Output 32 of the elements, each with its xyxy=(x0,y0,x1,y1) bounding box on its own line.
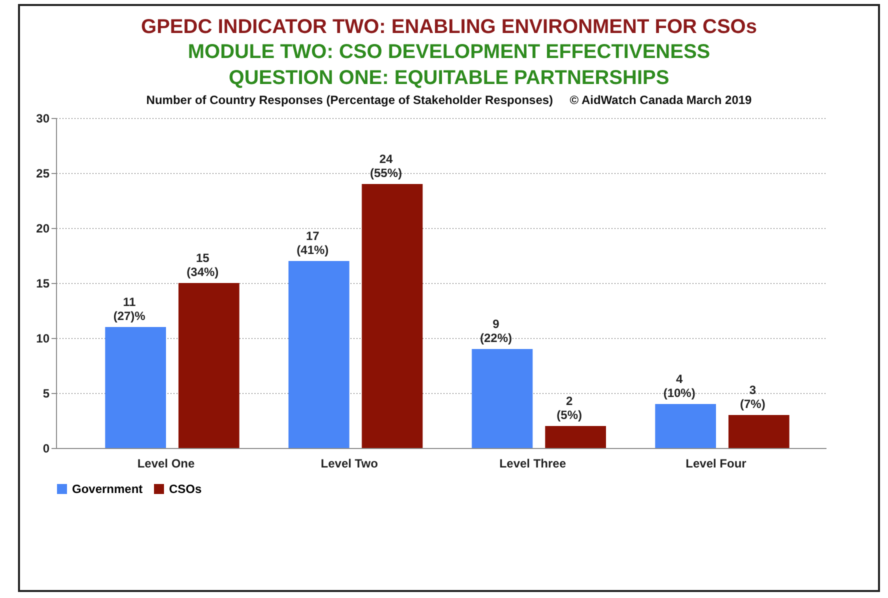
data-label: 9 (22%) xyxy=(480,317,512,345)
y-tick-label: 0 xyxy=(42,442,50,456)
data-label: 2 (5%) xyxy=(556,394,582,422)
data-label: 17 (41%) xyxy=(296,229,329,257)
data-label: 4 (10%) xyxy=(663,372,696,400)
chart-subtitle: MODULE TWO: CSO DEVELOPMENT EFFECTIVENESS QUESTION ONE: EQUITABLE PARTNERSHIPS xyxy=(186,40,712,91)
y-tick-label: 5 xyxy=(42,386,50,400)
y-tick-label: 25 xyxy=(36,166,50,180)
data-label: 24 (55%) xyxy=(370,152,402,180)
x-tick-label: Level One xyxy=(137,456,196,470)
bar xyxy=(545,426,606,448)
data-label: 11 (27)% xyxy=(113,295,146,323)
y-tick-label: 30 xyxy=(36,112,50,126)
bar xyxy=(288,261,350,448)
data-label: 15 (34%) xyxy=(186,251,219,279)
x-tick-label: Level Four xyxy=(686,456,747,470)
bar xyxy=(178,283,240,448)
bar xyxy=(105,327,166,448)
y-tick-label: 20 xyxy=(36,222,50,236)
bar xyxy=(728,415,790,448)
y-tick-label: 10 xyxy=(36,332,50,346)
legend-label: CSOs xyxy=(169,482,202,496)
bar xyxy=(362,184,423,448)
x-tick-label: Level Two xyxy=(320,456,378,470)
legend-label: Government xyxy=(72,482,143,496)
text: Number of Country Responses (Percentage of Stakeholder Responses) © AidWatch Canada March 2019 xyxy=(145,93,753,107)
data-label: 3 (7%) xyxy=(740,383,766,411)
chart-title: GPEDC INDICATOR TWO: ENABLING ENVIRONMENT FOR CSOs xyxy=(140,16,758,39)
bar xyxy=(472,349,533,448)
bar xyxy=(655,404,716,448)
y-tick-label: 15 xyxy=(36,276,50,290)
x-tick-label: Level Three xyxy=(499,456,566,470)
